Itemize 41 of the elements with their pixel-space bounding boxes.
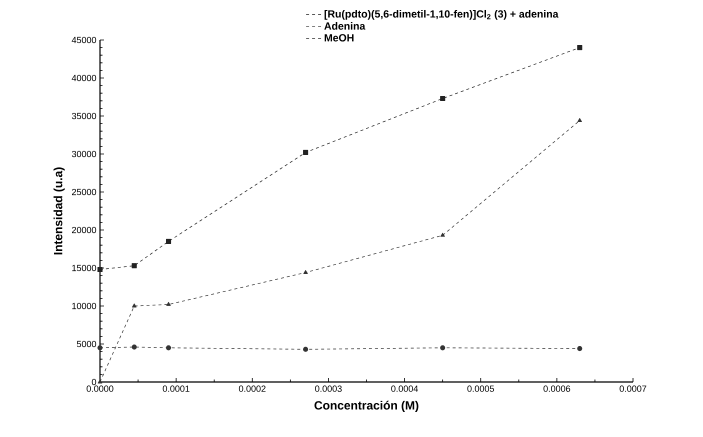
point <box>166 238 172 244</box>
y-tick-label: 20000 <box>72 226 96 234</box>
y-tick-label: 30000 <box>72 150 96 158</box>
point <box>98 379 102 384</box>
x-tick-label: 0.0000 <box>86 386 114 392</box>
legend-label: Adenina <box>324 22 366 30</box>
point <box>303 270 308 274</box>
point <box>132 263 137 268</box>
legend-label: [Ru(pdto)(5,6-dimetil-1,10-fen)]Cl$_{2}$ (3) + adenina <box>324 10 558 20</box>
point <box>577 118 582 122</box>
point <box>97 345 103 350</box>
point <box>132 303 137 308</box>
x-tick-label: 0.0002 <box>238 386 266 392</box>
y-tick-label: 5000 <box>76 340 96 348</box>
point <box>440 345 446 350</box>
point <box>132 344 137 350</box>
x-tick-label: 0.0007 <box>620 386 646 392</box>
point <box>303 346 308 352</box>
y-tick-label: 35000 <box>72 112 96 120</box>
legend-label: MeOH <box>324 34 354 42</box>
point <box>440 96 446 102</box>
y-tick-label: 40000 <box>72 74 96 82</box>
x-tick-label: 0.0005 <box>467 386 494 392</box>
x-tick-label: 0.0004 <box>391 386 418 392</box>
point <box>577 45 582 50</box>
y-tick-label: 0 <box>92 378 96 386</box>
y-axis-title: Intensidad (u.a) <box>54 167 65 254</box>
x-tick-label: 0.0006 <box>543 386 570 392</box>
y-tick-label: 25000 <box>72 188 96 196</box>
point <box>97 266 103 272</box>
y-tick-label: 45000 <box>72 36 96 44</box>
y-tick-label: 10000 <box>72 302 96 310</box>
x-tick-label: 0.0001 <box>162 386 190 392</box>
point <box>577 346 582 352</box>
point <box>303 150 308 156</box>
x-tick-label: 0.0003 <box>315 386 342 392</box>
point <box>440 232 445 237</box>
y-tick-label: 15000 <box>72 264 96 272</box>
point <box>166 345 172 350</box>
point <box>166 302 171 306</box>
x-axis-title: Concentración (M) <box>314 400 418 412</box>
